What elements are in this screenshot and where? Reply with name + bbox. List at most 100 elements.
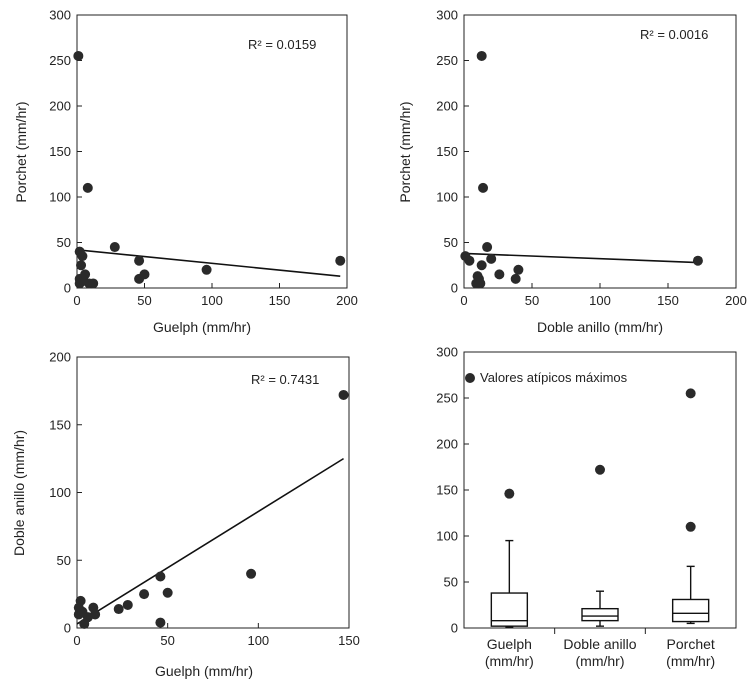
y-axis-label-3: Doble anillo (mm/hr) <box>11 430 27 556</box>
r2-annotation-3: R² = 0.7431 <box>251 372 319 387</box>
data-point <box>88 278 99 289</box>
x-tick-label-3: 150 <box>338 633 360 648</box>
legend-label: Valores atípicos máximos <box>480 370 628 385</box>
x-tick-label-3: 0 <box>73 633 80 648</box>
data-point <box>510 273 521 284</box>
y-tick-label-2: 250 <box>436 53 458 68</box>
y-tick-label-2: 0 <box>451 281 458 296</box>
trend-line-3 <box>76 457 344 625</box>
data-point <box>464 255 475 266</box>
x-tick-label-3: 100 <box>247 633 269 648</box>
data-point <box>513 264 524 275</box>
y-tick-label-2: 50 <box>444 235 458 250</box>
panel-porchet-vs-guelph: R² = 0.0159 Guelph (mm/hr) Porchet (mm/h… <box>13 8 358 336</box>
y-tick-label-4: 50 <box>444 575 458 590</box>
y-axis-label-2: Porchet (mm/hr) <box>397 101 413 202</box>
plot-frame-2 <box>463 14 737 289</box>
data-point <box>486 253 497 264</box>
data-point <box>80 269 91 280</box>
data-point <box>478 182 489 193</box>
x-tick-label-2: 50 <box>525 293 539 308</box>
outlier-point <box>685 388 696 399</box>
data-point <box>482 242 493 253</box>
y-tick-label-2: 200 <box>436 99 458 114</box>
category-label: Doble anillo <box>563 636 636 652</box>
y-tick-label-1: 150 <box>49 144 71 159</box>
x-tick-label-2: 150 <box>657 293 679 308</box>
data-point <box>113 604 124 615</box>
data-point <box>122 599 133 610</box>
y-tick-label-3: 150 <box>49 417 71 432</box>
y-tick-label-4: 200 <box>436 437 458 452</box>
data-point <box>338 389 349 400</box>
y-tick-label-1: 100 <box>49 190 71 205</box>
category-label-units: (mm/hr) <box>666 653 715 669</box>
y-tick-label-3: 0 <box>64 621 71 636</box>
data-point <box>155 571 166 582</box>
data-point <box>155 617 166 628</box>
data-point <box>73 50 84 61</box>
y-tick-label-4: 100 <box>436 529 458 544</box>
x-tick-label-1: 150 <box>269 293 291 308</box>
y-tick-label-4: 0 <box>451 621 458 636</box>
outlier-point <box>504 488 515 499</box>
x-axis-label-1: Guelph (mm/hr) <box>153 319 251 335</box>
y-tick-label-4: 300 <box>436 345 458 360</box>
data-point <box>494 269 505 280</box>
data-point <box>77 251 88 262</box>
panel-boxplot: Valores atípicos máximos 0 50 100 150 200 250… <box>436 345 737 669</box>
r2-annotation-1: R² = 0.0159 <box>248 37 316 52</box>
y-tick-label-4: 250 <box>436 391 458 406</box>
legend-marker <box>465 373 475 383</box>
category-label: Porchet <box>667 636 715 652</box>
x-tick-label-1: 100 <box>201 293 223 308</box>
data-point <box>134 255 145 266</box>
y-tick-label-4: 150 <box>436 483 458 498</box>
y-tick-label-1: 50 <box>57 235 71 250</box>
x-tick-label-1: 0 <box>73 293 80 308</box>
data-point <box>109 242 120 253</box>
plot-frame-3 <box>76 356 350 629</box>
data-point <box>139 589 150 600</box>
panel-doble-anillo-vs-guelph: R² = 0.7431 Guelph (mm/hr) Doble anillo … <box>11 350 360 680</box>
outlier-point <box>685 521 696 532</box>
panel-porchet-vs-doble-anillo: R² = 0.0016 Doble anillo (mm/hr) Porchet… <box>397 8 747 336</box>
data-point <box>201 264 212 275</box>
y-tick-label-3: 50 <box>57 553 71 568</box>
outlier-point <box>595 464 605 475</box>
x-tick-label-1: 50 <box>137 293 151 308</box>
data-point <box>82 182 93 193</box>
data-point <box>162 587 173 598</box>
r2-annotation-2: R² = 0.0016 <box>640 27 708 42</box>
x-tick-label-2: 100 <box>589 293 611 308</box>
data-point <box>75 595 86 606</box>
category-label-units: (mm/hr) <box>576 653 625 669</box>
category-label: Guelph <box>487 636 532 652</box>
x-tick-label-2: 200 <box>725 293 747 308</box>
y-tick-label-1: 200 <box>49 99 71 114</box>
y-tick-label-1: 300 <box>49 8 71 23</box>
data-point <box>335 255 346 266</box>
data-point <box>139 269 150 280</box>
category-label-units: (mm/hr) <box>485 653 534 669</box>
data-point <box>692 255 703 266</box>
trend-line-2 <box>463 252 698 264</box>
data-point <box>76 260 87 271</box>
data-point <box>246 568 257 579</box>
iqr-box <box>581 607 619 622</box>
x-tick-label-3: 50 <box>160 633 174 648</box>
x-tick-label-2: 0 <box>460 293 467 308</box>
x-tick-label-1: 200 <box>336 293 358 308</box>
x-axis-label-2: Doble anillo (mm/hr) <box>537 319 663 335</box>
y-axis-label-1: Porchet (mm/hr) <box>13 101 29 202</box>
y-tick-label-2: 100 <box>436 190 458 205</box>
trend-line-1 <box>76 248 341 277</box>
y-tick-label-3: 100 <box>49 485 71 500</box>
y-tick-label-1: 0 <box>64 281 71 296</box>
iqr-box <box>671 598 710 623</box>
data-point <box>475 278 486 289</box>
x-axis-label-3: Guelph (mm/hr) <box>155 663 253 679</box>
y-tick-label-3: 200 <box>49 350 71 365</box>
data-point <box>476 50 487 61</box>
